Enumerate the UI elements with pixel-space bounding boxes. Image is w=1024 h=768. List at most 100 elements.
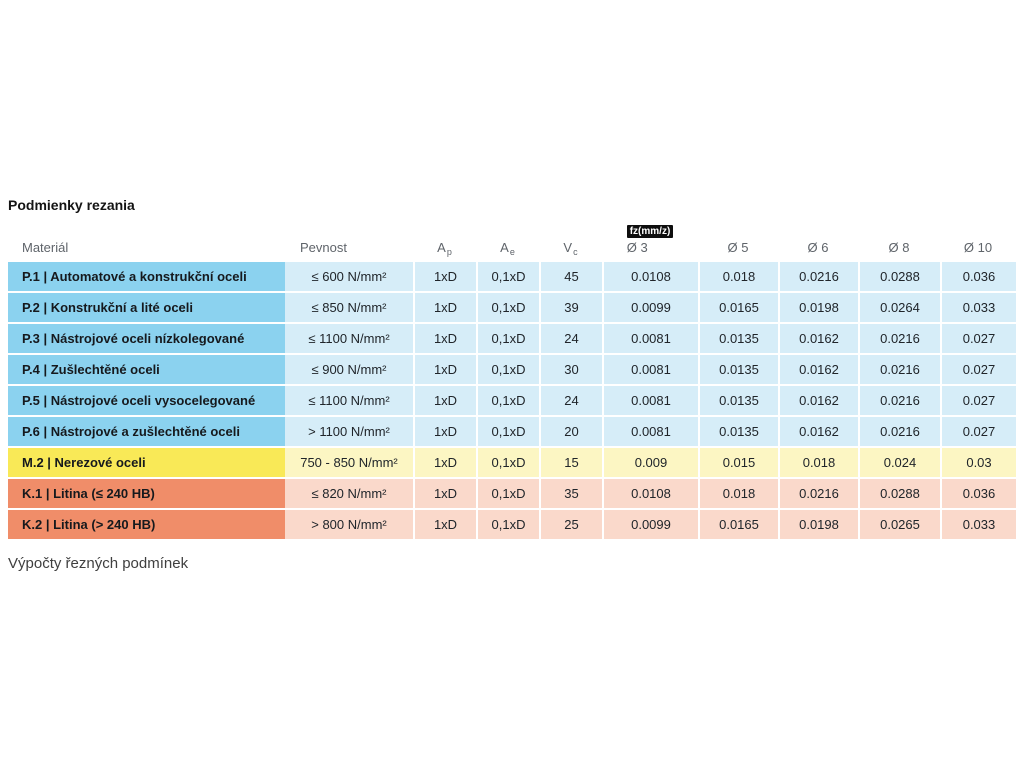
page-title: Podmienky rezania	[8, 197, 135, 213]
ae-cell: 0,1xD	[476, 262, 539, 291]
fz-d5-cell: 0.015	[698, 448, 778, 477]
ap-cell: 1xD	[413, 262, 476, 291]
ap-cell: 1xD	[413, 510, 476, 539]
fz-d5-cell: 0.0135	[698, 417, 778, 446]
pevnost-cell: > 800 N/mm²	[285, 510, 413, 539]
fz-d8-cell: 0.0216	[858, 386, 940, 415]
fz-d6-cell: 0.0216	[778, 479, 858, 508]
ae-cell: 0,1xD	[476, 479, 539, 508]
ae-subscript: e	[509, 247, 515, 257]
fz-d10-cell: 0.027	[940, 417, 1016, 446]
col-header-ap: Ap	[413, 240, 476, 257]
pevnost-cell: ≤ 1100 N/mm²	[285, 386, 413, 415]
material-cell: P.3 | Nástrojové oceli nízkolegované	[8, 324, 285, 353]
pevnost-cell: ≤ 820 N/mm²	[285, 479, 413, 508]
cutting-conditions-page: Podmienky rezania Materiál Pevnost Ap Ae…	[8, 0, 1016, 572]
col-header-d3: fz(mm/z) Ø 3	[626, 225, 674, 255]
table-row: K.2 | Litina (> 240 HB) > 800 N/mm² 1xD …	[8, 510, 1016, 539]
table-row: P.3 | Nástrojové oceli nízkolegované ≤ 1…	[8, 324, 1016, 353]
fz-unit-badge: fz(mm/z)	[626, 225, 674, 238]
ae-cell: 0,1xD	[476, 324, 539, 353]
table-row: P.2 | Konstrukční a lité oceli ≤ 850 N/m…	[8, 293, 1016, 322]
fz-d5-cell: 0.0165	[698, 510, 778, 539]
ap-cell: 1xD	[413, 448, 476, 477]
ap-cell: 1xD	[413, 293, 476, 322]
ap-cell: 1xD	[413, 386, 476, 415]
vc-cell: 24	[539, 324, 602, 353]
fz-d3-cell: 0.009	[602, 448, 698, 477]
fz-d6-cell: 0.0162	[778, 417, 858, 446]
pevnost-cell: ≤ 1100 N/mm²	[285, 324, 413, 353]
col-header-ae: Ae	[476, 240, 539, 257]
vc-cell: 30	[539, 355, 602, 384]
ap-cell: 1xD	[413, 479, 476, 508]
fz-d6-cell: 0.0198	[778, 293, 858, 322]
fz-d3-cell: 0.0108	[602, 262, 698, 291]
col-header-material: Materiál	[22, 240, 69, 255]
fz-d3-cell: 0.0081	[602, 417, 698, 446]
ap-symbol: A	[437, 240, 446, 255]
vc-subscript: c	[573, 247, 578, 257]
ae-symbol: A	[500, 240, 509, 255]
fz-d5-cell: 0.018	[698, 479, 778, 508]
d3-label: Ø 3	[626, 240, 648, 255]
material-cell: P.5 | Nástrojové oceli vysocelegované	[8, 386, 285, 415]
ap-cell: 1xD	[413, 355, 476, 384]
fz-d3-cell: 0.0108	[602, 479, 698, 508]
ae-cell: 0,1xD	[476, 355, 539, 384]
ae-cell: 0,1xD	[476, 448, 539, 477]
fz-d6-cell: 0.0162	[778, 324, 858, 353]
pevnost-cell: 750 - 850 N/mm²	[285, 448, 413, 477]
fz-d5-cell: 0.018	[698, 262, 778, 291]
fz-d10-cell: 0.033	[940, 510, 1016, 539]
table-row: P.6 | Nástrojové a zušlechtěné oceli > 1…	[8, 417, 1016, 446]
fz-d10-cell: 0.03	[940, 448, 1016, 477]
col-header-vc: Vc	[539, 240, 602, 257]
fz-d6-cell: 0.0162	[778, 355, 858, 384]
fz-d5-cell: 0.0135	[698, 324, 778, 353]
fz-d8-cell: 0.0264	[858, 293, 940, 322]
fz-d10-cell: 0.033	[940, 293, 1016, 322]
pevnost-cell: ≤ 600 N/mm²	[285, 262, 413, 291]
col-header-pevnost: Pevnost	[300, 240, 347, 255]
fz-d6-cell: 0.0198	[778, 510, 858, 539]
fz-d5-cell: 0.0135	[698, 386, 778, 415]
col-header-d8: Ø 8	[888, 240, 910, 255]
material-cell: P.2 | Konstrukční a lité oceli	[8, 293, 285, 322]
table-row: P.4 | Zušlechtěné oceli ≤ 900 N/mm² 1xD …	[8, 355, 1016, 384]
fz-d6-cell: 0.0216	[778, 262, 858, 291]
material-cell: P.4 | Zušlechtěné oceli	[8, 355, 285, 384]
vc-cell: 15	[539, 448, 602, 477]
material-cell: K.2 | Litina (> 240 HB)	[8, 510, 285, 539]
col-header-d5: Ø 5	[727, 240, 749, 255]
fz-d10-cell: 0.036	[940, 479, 1016, 508]
fz-d5-cell: 0.0165	[698, 293, 778, 322]
ap-subscript: p	[446, 247, 452, 257]
fz-d8-cell: 0.0288	[858, 479, 940, 508]
table-row: P.5 | Nástrojové oceli vysocelegované ≤ …	[8, 386, 1016, 415]
vc-cell: 25	[539, 510, 602, 539]
fz-d8-cell: 0.024	[858, 448, 940, 477]
pevnost-cell: ≤ 850 N/mm²	[285, 293, 413, 322]
fz-d8-cell: 0.0216	[858, 417, 940, 446]
ap-cell: 1xD	[413, 417, 476, 446]
col-header-d6: Ø 6	[807, 240, 829, 255]
material-cell: M.2 | Nerezové oceli	[8, 448, 285, 477]
pevnost-cell: ≤ 900 N/mm²	[285, 355, 413, 384]
table-row: P.1 | Automatové a konstrukční oceli ≤ 6…	[8, 262, 1016, 291]
fz-d10-cell: 0.027	[940, 386, 1016, 415]
footer-text: Výpočty řezných podmínek	[8, 555, 189, 572]
fz-d8-cell: 0.0265	[858, 510, 940, 539]
ae-cell: 0,1xD	[476, 293, 539, 322]
material-cell: K.1 | Litina (≤ 240 HB)	[8, 479, 285, 508]
fz-d3-cell: 0.0081	[602, 355, 698, 384]
vc-cell: 39	[539, 293, 602, 322]
vc-symbol: V	[563, 240, 573, 255]
fz-d5-cell: 0.0135	[698, 355, 778, 384]
table-body: P.1 | Automatové a konstrukční oceli ≤ 6…	[8, 262, 1016, 539]
table-row: M.2 | Nerezové oceli 750 - 850 N/mm² 1xD…	[8, 448, 1016, 477]
ap-cell: 1xD	[413, 324, 476, 353]
fz-d8-cell: 0.0216	[858, 324, 940, 353]
fz-d10-cell: 0.027	[940, 355, 1016, 384]
fz-d6-cell: 0.0162	[778, 386, 858, 415]
